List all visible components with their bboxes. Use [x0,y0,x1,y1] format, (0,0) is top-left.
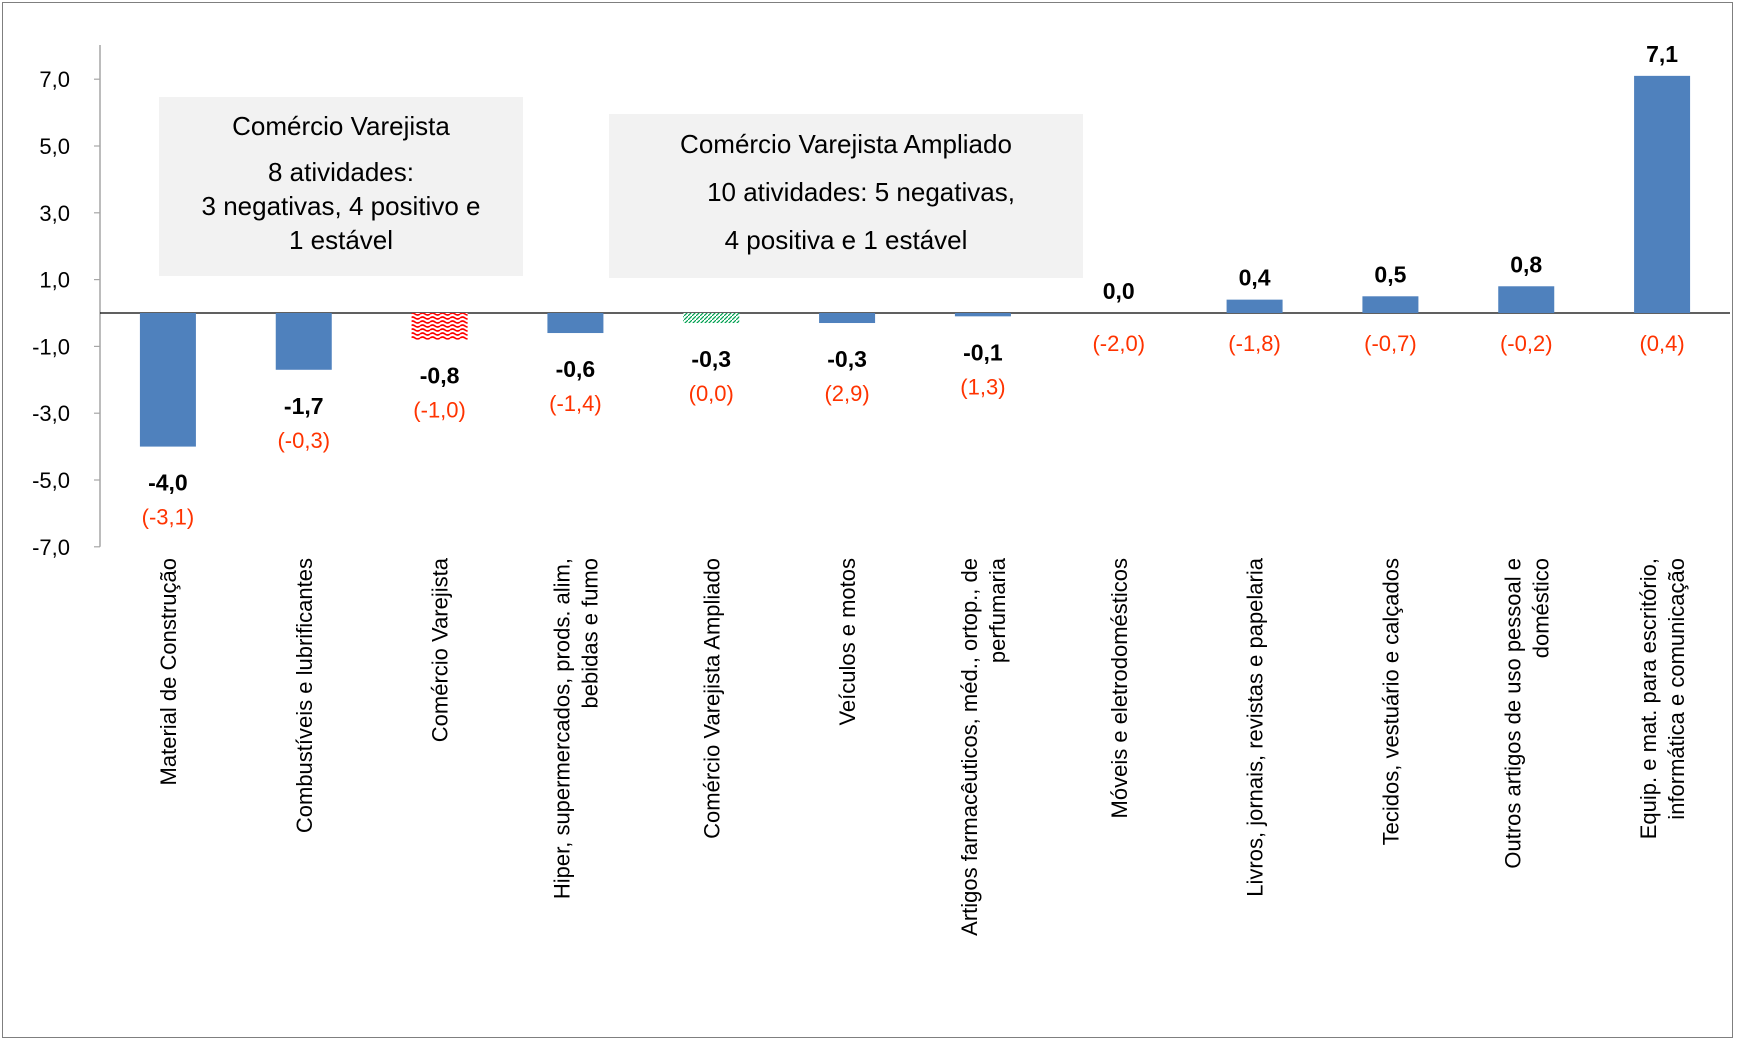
retail-annotation-line2: 3 negativas, 4 positivo e [201,191,481,221]
category-label-line: bebidas e fumo [577,558,602,708]
category-label-line: Hiper, supermercados, prods. alim, [549,558,574,899]
secondary-label: (0,0) [689,381,734,406]
y-tick-label: -7,0 [32,535,70,560]
category-label: Outros artigos de uso pessoal e doméstico [1500,558,1553,869]
category-label-line: Comércio Varejista [428,557,453,742]
value-label: 0,0 [1103,278,1135,304]
bar [547,313,604,334]
value-label: 0,8 [1510,251,1542,277]
secondary-label: (-2,0) [1092,331,1145,356]
category-label: Veículos e motos [835,558,860,726]
value-label: -4,0 [148,470,188,496]
bar [411,313,468,340]
y-tick-label: -1,0 [32,334,70,359]
expanded-annotation-line2: 4 positiva e 1 estável [724,225,968,255]
y-tick-label: 3,0 [39,201,70,226]
category-label-line: doméstico [1528,558,1553,658]
retail-annotation-line1: 8 atividades: [268,157,414,187]
bar [954,313,1011,317]
bar [1362,296,1419,313]
category-label-line: Móveis e eletrodomésticos [1107,558,1132,818]
category-label: Livros, jornais, revistas e papelaria [1243,557,1268,896]
y-tick-label: -3,0 [32,401,70,426]
category-label-line: Livros, jornais, revistas e papelaria [1243,557,1268,896]
category-label: Tecidos, vestuário e calçados [1378,558,1403,845]
category-label-line: Combustíveis e lubrificantes [292,558,317,833]
value-label: -0,6 [556,356,596,382]
secondary-label: (-1,4) [549,391,602,416]
value-label: 0,4 [1239,265,1271,291]
bar [683,313,740,324]
secondary-label: (0,4) [1639,331,1684,356]
retail-annotation-line3: 1 estável [288,225,394,255]
value-label: 7,1 [1646,41,1678,67]
y-tick-label: 1,0 [39,268,70,293]
expanded-annotation-title: Comércio Varejista Ampliado [680,129,1012,159]
category-label-line: Artigos farmacêuticos, méd., ortop., de [957,558,982,936]
category-label: Material de Construção [156,558,181,785]
secondary-label: (-0,7) [1364,331,1417,356]
expanded-annotation-line1: 10 atividades: 5 negativas, [707,177,1015,207]
y-tick-label: -5,0 [32,468,70,493]
bar [819,313,876,324]
expanded-annotation-box: Comércio Varejista Ampliado 10 atividade… [609,114,1083,278]
category-label-line: Tecidos, vestuário e calçados [1378,558,1403,845]
secondary-label: (2,9) [824,381,869,406]
secondary-label: (-0,2) [1500,331,1553,356]
value-label: -0,3 [691,346,731,372]
retail-annotation-title: Comércio Varejista [232,111,450,141]
category-label: Equip. e mat. para escritório, informátic… [1636,558,1689,839]
category-label-line: perfumaria [985,557,1010,663]
secondary-label: (-0,3) [277,428,330,453]
value-label: -0,1 [963,339,1003,365]
bar [139,313,196,447]
category-label-line: Outros artigos de uso pessoal e [1500,558,1525,869]
value-label: 0,5 [1374,261,1406,287]
y-tick-label: 5,0 [39,134,70,159]
category-label: Combustíveis e lubrificantes [292,558,317,833]
category-label: Comércio Varejista [428,557,453,742]
bar [275,313,332,370]
secondary-label: (1,3) [960,374,1005,399]
value-label: -1,7 [284,393,324,419]
category-label-line: Equip. e mat. para escritório, [1636,558,1661,839]
bar [1634,75,1691,313]
y-tick-label: 7,0 [39,67,70,92]
category-label: Artigos farmacêuticos, méd., ortop., de p… [957,557,1010,936]
bar [1498,286,1555,313]
category-label: Móveis e eletrodomésticos [1107,558,1132,818]
secondary-label: (-3,1) [142,505,195,530]
category-label-line: informática e comunicação [1664,558,1689,820]
category-label-line: Material de Construção [156,558,181,785]
value-label: -0,8 [420,363,460,389]
secondary-label: (-1,0) [413,398,466,423]
category-label-line: Comércio Varejista Ampliado [699,558,724,839]
category-label-line: Veículos e motos [835,558,860,726]
category-label: Hiper, supermercados, prods. alim, bebida… [549,558,602,899]
value-label: -0,3 [827,346,867,372]
bar [1226,299,1283,313]
secondary-label: (-1,8) [1228,331,1281,356]
retail-annotation-box: Comércio Varejista 8 atividades: 3 negat… [159,97,523,276]
category-label: Comércio Varejista Ampliado [699,558,724,839]
